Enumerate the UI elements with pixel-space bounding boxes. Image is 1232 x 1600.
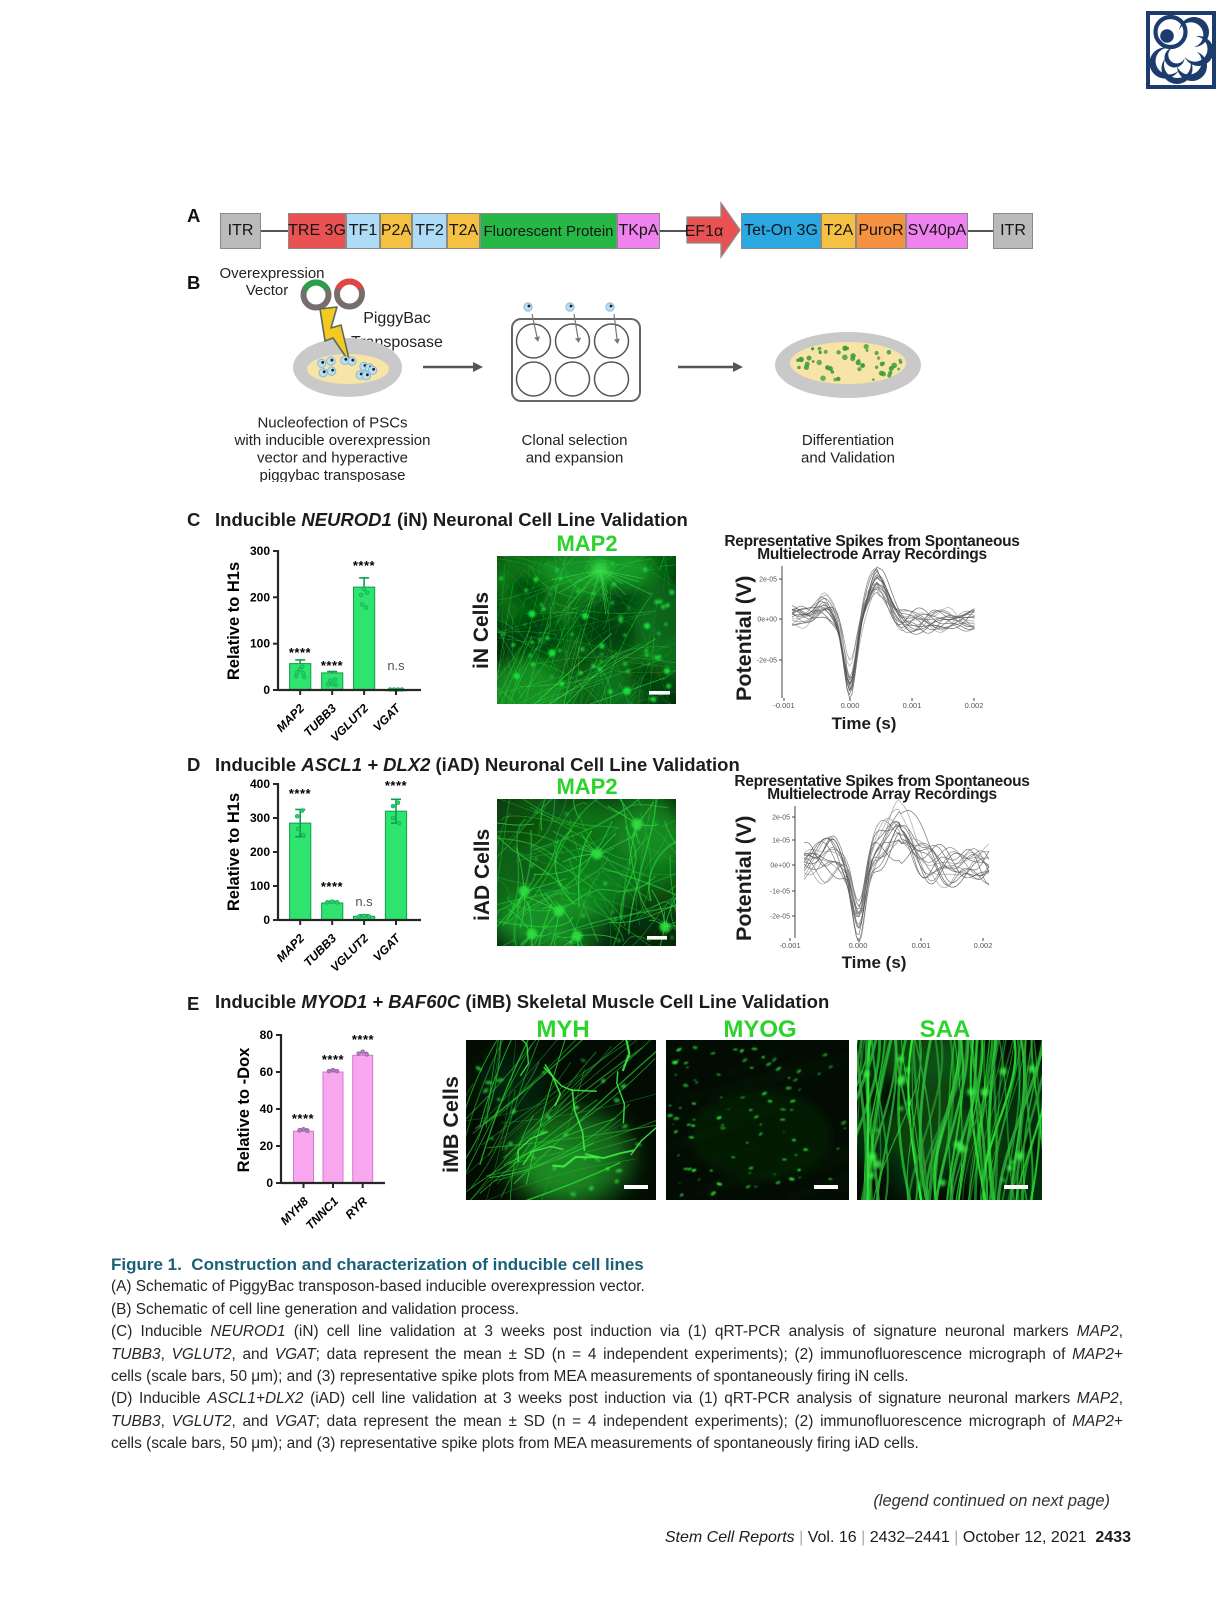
svg-text:-1e-05: -1e-05 [770, 889, 790, 896]
svg-text:0.001: 0.001 [903, 701, 922, 710]
svg-text:Nucleofection of PSCs: Nucleofection of PSCs [257, 415, 407, 432]
svg-text:VGAT: VGAT [370, 700, 404, 734]
svg-text:200: 200 [250, 590, 270, 604]
svg-text:n.s: n.s [387, 658, 405, 673]
svg-text:-2e-05: -2e-05 [757, 658, 777, 665]
svg-text:Overexpression: Overexpression [219, 265, 324, 282]
svg-text:Relative to H1s: Relative to H1s [225, 562, 243, 680]
svg-text:Clonal selection: Clonal selection [522, 432, 628, 449]
svg-text:2e-05: 2e-05 [759, 577, 777, 584]
svg-text:0: 0 [263, 913, 270, 927]
svg-text:vector and hyperactive: vector and hyperactive [257, 449, 408, 466]
svg-text:0e+00: 0e+00 [757, 617, 777, 624]
svg-text:2e-05: 2e-05 [772, 815, 790, 822]
svg-text:0.002: 0.002 [965, 701, 984, 710]
svg-text:300: 300 [250, 544, 270, 558]
svg-text:and expansion: and expansion [526, 449, 624, 466]
svg-text:with inducible overexpression: with inducible overexpression [234, 432, 431, 449]
svg-text:****: **** [292, 1111, 315, 1126]
svg-text:400: 400 [250, 778, 270, 791]
svg-text:100: 100 [250, 879, 270, 893]
svg-text:20: 20 [260, 1139, 274, 1153]
svg-text:n.s: n.s [355, 894, 373, 909]
svg-text:0.002: 0.002 [974, 941, 993, 950]
svg-text:and Validation: and Validation [801, 449, 895, 466]
svg-text:0e+00: 0e+00 [770, 863, 790, 870]
svg-text:0: 0 [266, 1176, 273, 1190]
svg-text:TNNC1: TNNC1 [303, 1194, 341, 1232]
svg-text:****: **** [321, 879, 344, 894]
svg-text:Differentiation: Differentiation [802, 432, 894, 449]
svg-text:200: 200 [250, 845, 270, 859]
svg-text:****: **** [385, 778, 408, 793]
svg-text:-2e-05: -2e-05 [770, 914, 790, 921]
svg-text:Vector: Vector [246, 282, 289, 299]
svg-text:****: **** [321, 658, 344, 673]
svg-text:0.000: 0.000 [841, 701, 860, 710]
svg-text:0.000: 0.000 [849, 941, 868, 950]
svg-text:-0.001: -0.001 [779, 941, 800, 950]
svg-text:****: **** [352, 1032, 375, 1047]
svg-text:Relative to -Dox: Relative to -Dox [235, 1047, 253, 1173]
svg-text:VGAT: VGAT [370, 930, 404, 964]
svg-text:****: **** [353, 558, 376, 573]
svg-text:0.001: 0.001 [912, 941, 931, 950]
svg-text:60: 60 [260, 1065, 274, 1079]
svg-text:****: **** [289, 645, 312, 660]
svg-text:****: **** [322, 1052, 345, 1067]
svg-text:RYR: RYR [342, 1194, 370, 1222]
svg-text:PiggyBac: PiggyBac [363, 310, 431, 327]
svg-text:1e-05: 1e-05 [772, 838, 790, 845]
svg-text:300: 300 [250, 811, 270, 825]
svg-text:0: 0 [263, 683, 270, 697]
svg-text:-0.001: -0.001 [773, 701, 794, 710]
svg-text:40: 40 [260, 1102, 274, 1116]
svg-text:100: 100 [250, 637, 270, 651]
svg-text:piggybac transposase: piggybac transposase [260, 467, 406, 482]
svg-text:Relative to H1s: Relative to H1s [225, 793, 243, 911]
svg-text:EF1α: EF1α [685, 223, 723, 240]
svg-text:****: **** [289, 786, 312, 801]
svg-text:80: 80 [260, 1028, 274, 1042]
